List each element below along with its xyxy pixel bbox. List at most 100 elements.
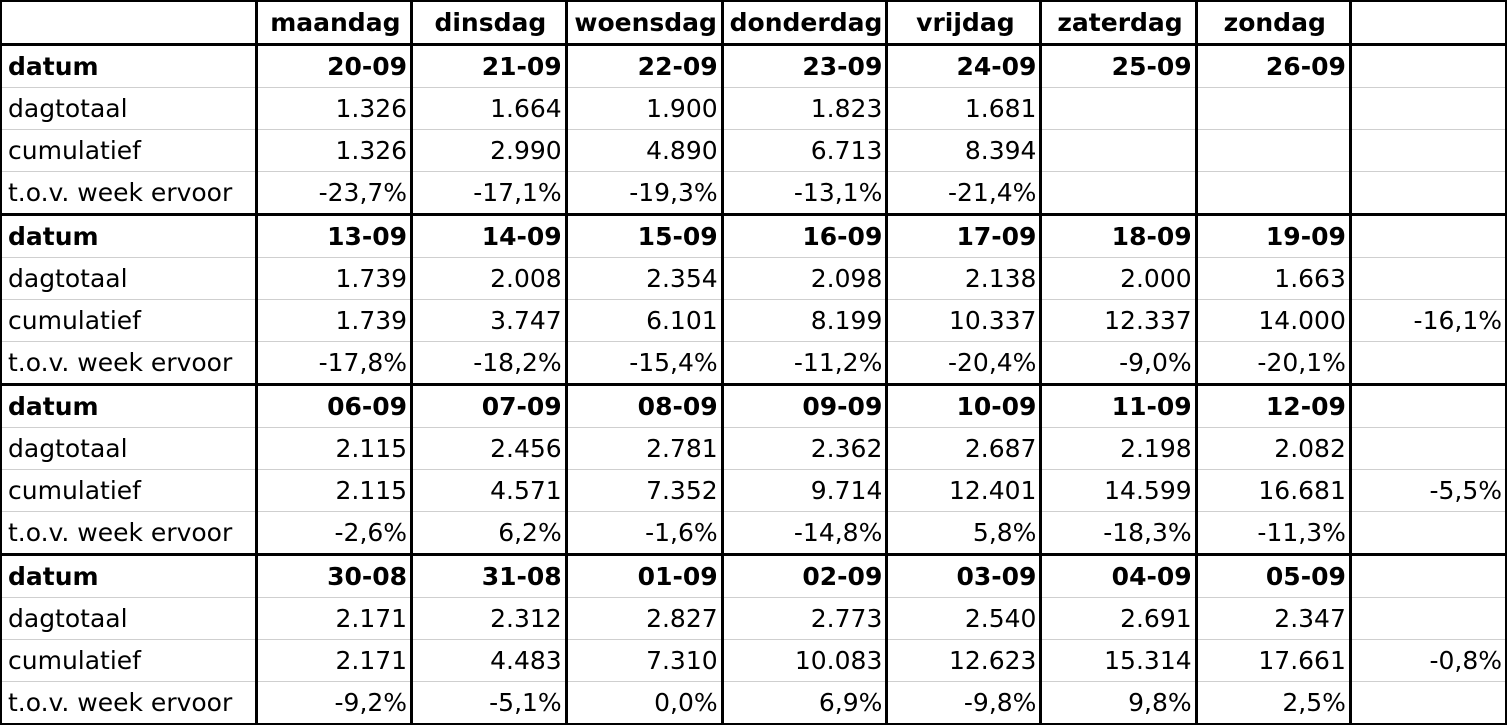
value-cell[interactable]: 1.739: [254, 299, 413, 342]
row-label-cell[interactable]: dagtotaal: [0, 257, 257, 300]
row-label-cell[interactable]: datum: [0, 44, 257, 88]
value-cell[interactable]: -18,2%: [410, 341, 567, 385]
value-cell[interactable]: 2.000: [1039, 257, 1197, 300]
value-cell[interactable]: 2.362: [720, 427, 888, 470]
week-change-cell[interactable]: [1348, 257, 1507, 300]
date-cell[interactable]: 04-09: [1039, 553, 1197, 598]
value-cell[interactable]: 2.827: [564, 597, 723, 640]
value-cell[interactable]: 5,8%: [885, 511, 1042, 555]
value-cell[interactable]: 7.352: [564, 469, 723, 512]
value-cell[interactable]: 2.347: [1194, 597, 1351, 640]
value-cell[interactable]: 7.310: [564, 639, 723, 682]
week-change-cell[interactable]: [1348, 129, 1507, 172]
row-label-cell[interactable]: cumulatief: [0, 469, 257, 512]
value-cell[interactable]: 2.198: [1039, 427, 1197, 470]
value-cell[interactable]: 9,8%: [1039, 681, 1197, 725]
date-cell[interactable]: 31-08: [410, 553, 567, 598]
value-cell[interactable]: 2.456: [410, 427, 567, 470]
date-cell[interactable]: 09-09: [720, 383, 888, 428]
row-label-cell[interactable]: datum: [0, 553, 257, 598]
value-cell[interactable]: 4.890: [564, 129, 723, 172]
value-cell[interactable]: 2.691: [1039, 597, 1197, 640]
week-change-cell[interactable]: [1348, 87, 1507, 130]
week-change-cell[interactable]: -16,1%: [1348, 299, 1507, 342]
value-cell[interactable]: 1.823: [720, 87, 888, 130]
extra-header-cell[interactable]: [1348, 0, 1507, 46]
value-cell[interactable]: 2.540: [885, 597, 1042, 640]
value-cell[interactable]: 6.713: [720, 129, 888, 172]
row-label-cell[interactable]: datum: [0, 213, 257, 258]
date-cell[interactable]: 23-09: [720, 44, 888, 88]
value-cell[interactable]: 17.661: [1194, 639, 1351, 682]
value-cell[interactable]: -9,8%: [885, 681, 1042, 725]
date-cell[interactable]: 26-09: [1194, 44, 1351, 88]
value-cell[interactable]: 12.337: [1039, 299, 1197, 342]
value-cell[interactable]: 2.171: [254, 597, 413, 640]
date-cell[interactable]: 15-09: [564, 213, 723, 258]
value-cell[interactable]: -11,3%: [1194, 511, 1351, 555]
row-label-cell[interactable]: dagtotaal: [0, 87, 257, 130]
week-change-cell[interactable]: [1348, 681, 1507, 725]
date-cell[interactable]: 11-09: [1039, 383, 1197, 428]
value-cell[interactable]: 6,9%: [720, 681, 888, 725]
value-cell[interactable]: 6.101: [564, 299, 723, 342]
value-cell[interactable]: 8.394: [885, 129, 1042, 172]
value-cell[interactable]: -17,1%: [410, 171, 567, 215]
date-cell[interactable]: 21-09: [410, 44, 567, 88]
value-cell[interactable]: 2.687: [885, 427, 1042, 470]
value-cell[interactable]: 10.337: [885, 299, 1042, 342]
value-cell[interactable]: 2.115: [254, 469, 413, 512]
row-label-cell[interactable]: t.o.v. week ervoor: [0, 341, 257, 385]
date-cell[interactable]: 13-09: [254, 213, 413, 258]
value-cell[interactable]: 2.312: [410, 597, 567, 640]
value-cell[interactable]: 2.082: [1194, 427, 1351, 470]
week-change-cell[interactable]: -5,5%: [1348, 469, 1507, 512]
row-label-cell[interactable]: cumulatief: [0, 639, 257, 682]
date-cell[interactable]: 01-09: [564, 553, 723, 598]
week-change-cell[interactable]: [1348, 44, 1507, 88]
date-cell[interactable]: 16-09: [720, 213, 888, 258]
value-cell[interactable]: -17,8%: [254, 341, 413, 385]
value-cell[interactable]: -23,7%: [254, 171, 413, 215]
date-cell[interactable]: 12-09: [1194, 383, 1351, 428]
day-header-cell[interactable]: dinsdag: [410, 0, 567, 46]
day-header-cell[interactable]: zaterdag: [1039, 0, 1197, 46]
day-header-cell[interactable]: donderdag: [720, 0, 888, 46]
date-cell[interactable]: 02-09: [720, 553, 888, 598]
value-cell[interactable]: 8.199: [720, 299, 888, 342]
value-cell[interactable]: 3.747: [410, 299, 567, 342]
value-cell[interactable]: 2.781: [564, 427, 723, 470]
value-cell[interactable]: -2,6%: [254, 511, 413, 555]
value-cell[interactable]: -1,6%: [564, 511, 723, 555]
date-cell[interactable]: 10-09: [885, 383, 1042, 428]
value-cell[interactable]: -20,1%: [1194, 341, 1351, 385]
week-change-cell[interactable]: [1348, 511, 1507, 555]
value-cell[interactable]: 6,2%: [410, 511, 567, 555]
value-cell[interactable]: 2.773: [720, 597, 888, 640]
week-change-cell[interactable]: [1348, 171, 1507, 215]
week-change-cell[interactable]: [1348, 341, 1507, 385]
week-change-cell[interactable]: [1348, 427, 1507, 470]
date-cell[interactable]: 30-08: [254, 553, 413, 598]
date-cell[interactable]: 14-09: [410, 213, 567, 258]
date-cell[interactable]: 25-09: [1039, 44, 1197, 88]
value-cell[interactable]: 2.138: [885, 257, 1042, 300]
value-cell[interactable]: 2.098: [720, 257, 888, 300]
value-cell[interactable]: 1.664: [410, 87, 567, 130]
value-cell[interactable]: -11,2%: [720, 341, 888, 385]
value-cell[interactable]: -18,3%: [1039, 511, 1197, 555]
value-cell[interactable]: [1039, 87, 1197, 130]
day-header-cell[interactable]: vrijdag: [885, 0, 1042, 46]
value-cell[interactable]: 2.354: [564, 257, 723, 300]
value-cell[interactable]: -19,3%: [564, 171, 723, 215]
value-cell[interactable]: 0,0%: [564, 681, 723, 725]
date-cell[interactable]: 22-09: [564, 44, 723, 88]
value-cell[interactable]: -9,0%: [1039, 341, 1197, 385]
value-cell[interactable]: 1.739: [254, 257, 413, 300]
date-cell[interactable]: 06-09: [254, 383, 413, 428]
value-cell[interactable]: [1194, 87, 1351, 130]
value-cell[interactable]: 12.401: [885, 469, 1042, 512]
value-cell[interactable]: 14.000: [1194, 299, 1351, 342]
date-cell[interactable]: 20-09: [254, 44, 413, 88]
value-cell[interactable]: 16.681: [1194, 469, 1351, 512]
